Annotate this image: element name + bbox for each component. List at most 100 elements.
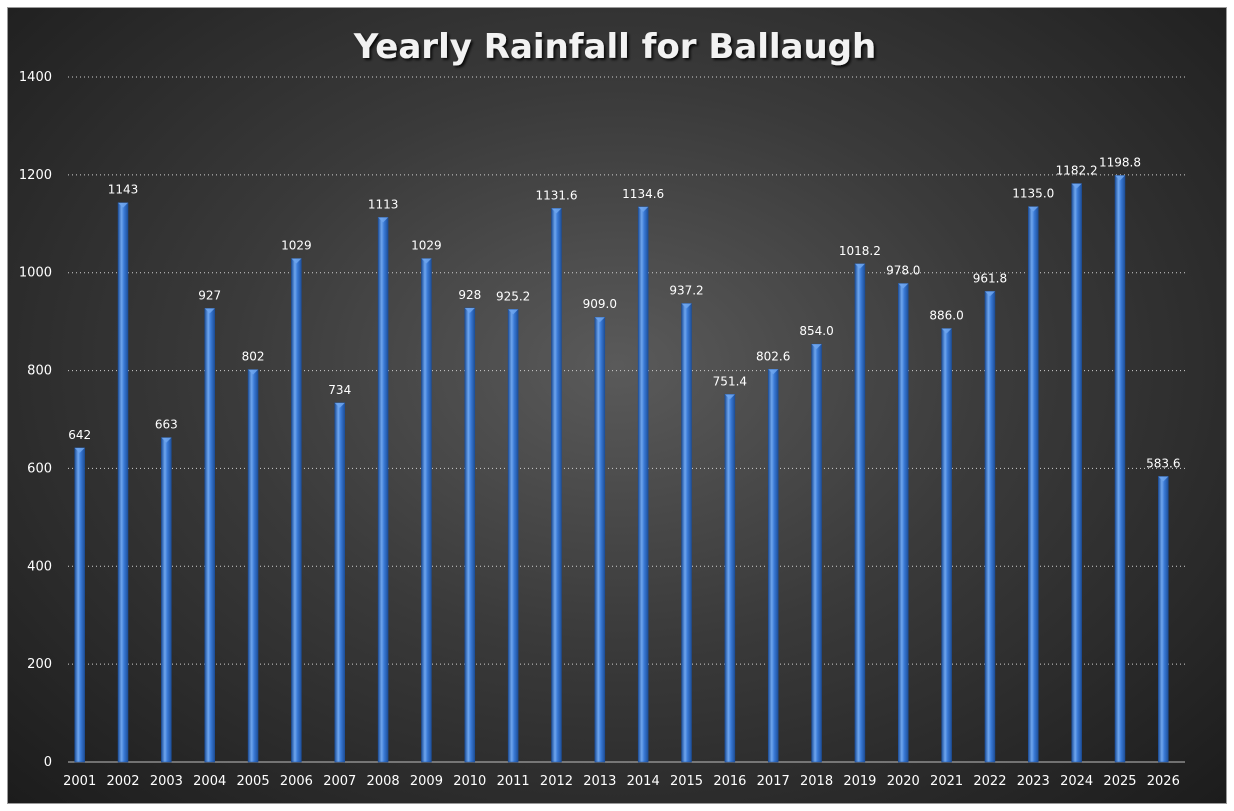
bar-2001 xyxy=(74,447,85,763)
bar-2018 xyxy=(811,343,822,763)
y-tick-label: 800 xyxy=(27,364,52,379)
data-label-2014: 1134.6 xyxy=(622,187,664,201)
bar-2003 xyxy=(161,437,172,763)
bar-cap-2003 xyxy=(161,437,172,443)
bars xyxy=(74,175,1169,763)
gridlines xyxy=(68,76,1185,763)
x-tick-label-2007: 2007 xyxy=(323,774,356,789)
bar-2019 xyxy=(854,263,866,763)
data-label-2005: 802 xyxy=(242,350,265,364)
bar-cap-2006 xyxy=(291,258,302,264)
x-tick-label-2019: 2019 xyxy=(843,774,876,789)
bar-2015 xyxy=(681,303,692,763)
x-tick-label-2009: 2009 xyxy=(410,774,443,789)
data-label-2012: 1131.6 xyxy=(535,188,577,202)
y-tick-label: 200 xyxy=(27,657,52,672)
bar-2008 xyxy=(377,217,389,763)
bar-cap-2021 xyxy=(941,328,952,334)
x-tick-label-2023: 2023 xyxy=(1017,774,1050,789)
x-tick-label-2017: 2017 xyxy=(757,774,790,789)
x-tick-label-2022: 2022 xyxy=(973,774,1006,789)
bar-cap-2001 xyxy=(74,447,85,453)
bar-2022 xyxy=(984,291,996,763)
bar-2012 xyxy=(551,208,562,763)
data-label-2016: 751.4 xyxy=(713,374,747,388)
bar-cap-2007 xyxy=(334,402,345,408)
bar-2009 xyxy=(421,258,432,763)
bar-2005 xyxy=(247,369,259,763)
bar-cap-2016 xyxy=(724,394,735,400)
data-label-2003: 663 xyxy=(155,418,178,432)
x-tick-label-2004: 2004 xyxy=(193,774,226,789)
data-label-2010: 928 xyxy=(458,288,481,302)
data-label-2019: 1018.2 xyxy=(839,244,881,258)
x-tick-label-2026: 2026 xyxy=(1147,774,1180,789)
bar-cap-2002 xyxy=(118,202,129,208)
bar-cap-2012 xyxy=(551,208,562,214)
data-label-2025: 1198.8 xyxy=(1099,155,1141,169)
y-tick-label: 400 xyxy=(27,559,52,574)
bar-cap-2011 xyxy=(508,309,519,315)
x-tick-label-2020: 2020 xyxy=(887,774,920,789)
bar-cap-2015 xyxy=(681,303,692,309)
data-label-2006: 1029 xyxy=(281,239,312,253)
bar-2010 xyxy=(464,307,476,763)
x-tick-label-2016: 2016 xyxy=(713,774,746,789)
x-tick-label-2005: 2005 xyxy=(237,774,270,789)
bar-cap-2014 xyxy=(638,206,649,212)
x-tick-label-2006: 2006 xyxy=(280,774,313,789)
data-label-2013: 909.0 xyxy=(583,297,617,311)
bar-2002 xyxy=(117,202,129,763)
y-axis: 0 200 400 600 800 1000 1200 1400 xyxy=(19,70,52,770)
x-axis: 2001 2002 2003 2004 2005 2006 2007 2008 2009 2010… xyxy=(63,774,1180,789)
bar-cap-2008 xyxy=(378,217,389,223)
data-label-2007: 734 xyxy=(328,383,351,397)
x-tick-label-2003: 2003 xyxy=(150,774,183,789)
data-label-2017: 802.6 xyxy=(756,349,790,363)
bar-cap-2026 xyxy=(1158,476,1169,482)
bar-cap-2024 xyxy=(1071,183,1082,189)
x-tick-label-2001: 2001 xyxy=(63,774,96,789)
bar-cap-2020 xyxy=(898,283,909,289)
bar-2017 xyxy=(767,369,779,763)
bar-2014 xyxy=(637,206,649,763)
data-label-2026: 583.6 xyxy=(1146,456,1180,470)
x-tick-label-2018: 2018 xyxy=(800,774,833,789)
bar-cap-2019 xyxy=(854,263,865,269)
bar-2026 xyxy=(1158,476,1169,763)
bar-cap-2018 xyxy=(811,344,822,350)
x-tick-label-2024: 2024 xyxy=(1060,774,1093,789)
x-tick-label-2008: 2008 xyxy=(367,774,400,789)
bar-cap-2004 xyxy=(204,308,215,314)
bar-cap-2017 xyxy=(768,369,779,375)
data-label-2022: 961.8 xyxy=(973,271,1007,285)
bar-2023 xyxy=(1028,206,1039,763)
data-label-2023: 1135.0 xyxy=(1012,187,1054,201)
data-label-2021: 886.0 xyxy=(929,308,963,322)
y-tick-label: 1000 xyxy=(19,266,52,281)
bar-2021 xyxy=(941,328,952,763)
x-tick-label-2012: 2012 xyxy=(540,774,573,789)
data-label-2004: 927 xyxy=(198,288,221,302)
bar-2016 xyxy=(724,394,736,763)
bar-2024 xyxy=(1071,183,1082,763)
bar-cap-2023 xyxy=(1028,206,1039,212)
y-tick-label: 600 xyxy=(27,461,52,476)
x-tick-label-2013: 2013 xyxy=(583,774,616,789)
bar-cap-2022 xyxy=(984,291,995,297)
bar-cap-2010 xyxy=(464,307,475,313)
data-label-2002: 1143 xyxy=(108,183,139,197)
x-tick-label-2014: 2014 xyxy=(627,774,660,789)
x-tick-label-2010: 2010 xyxy=(453,774,486,789)
x-tick-label-2021: 2021 xyxy=(930,774,963,789)
bar-2011 xyxy=(507,309,519,763)
x-tick-label-2015: 2015 xyxy=(670,774,703,789)
data-label-2001: 642 xyxy=(68,428,91,442)
bar-cap-2005 xyxy=(248,369,259,375)
x-tick-label-2002: 2002 xyxy=(106,774,139,789)
bar-2004 xyxy=(204,308,215,763)
x-tick-label-2025: 2025 xyxy=(1103,774,1136,789)
bar-cap-2009 xyxy=(421,258,432,264)
data-label-2015: 937.2 xyxy=(669,283,703,297)
